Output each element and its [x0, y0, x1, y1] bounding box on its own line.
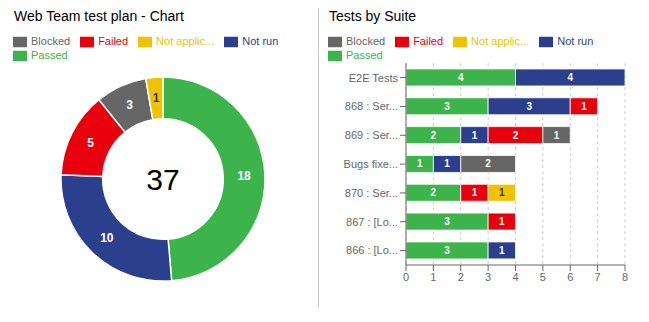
svg-text:1: 1 [430, 271, 436, 283]
svg-text:Bugs fixe...: Bugs fixe... [344, 158, 398, 170]
svg-text:1: 1 [417, 158, 423, 169]
svg-text:E2E Tests: E2E Tests [349, 72, 399, 84]
html-text:Blocked: Blocked [346, 35, 386, 47]
svg-text:1: 1 [554, 130, 560, 141]
svg-text:7: 7 [595, 271, 601, 283]
svg-text:4: 4 [567, 72, 573, 83]
svg-text:0: 0 [403, 271, 409, 283]
svg-text:8: 8 [622, 271, 628, 283]
svg-text:1: 1 [499, 187, 505, 198]
svg-text:1: 1 [153, 91, 160, 105]
svg-text:1: 1 [472, 187, 478, 198]
svg-text:1: 1 [444, 158, 450, 169]
svg-text:1: 1 [472, 130, 478, 141]
html-text:Failed: Failed [413, 35, 444, 47]
svg-text:37: 37 [146, 163, 179, 196]
svg-text:868 : Ser...: 868 : Ser... [345, 100, 398, 112]
svg-text:3: 3 [444, 245, 450, 256]
svg-text:2: 2 [458, 271, 464, 283]
svg-text:867 : [Lo...: 867 : [Lo... [346, 216, 398, 228]
svg-text:869 : Ser...: 869 : Ser... [345, 129, 398, 141]
svg-text:3: 3 [485, 271, 491, 283]
svg-text:2: 2 [513, 130, 519, 141]
svg-text:1: 1 [581, 101, 587, 112]
svg-text:3: 3 [444, 101, 450, 112]
html-text:Passed: Passed [31, 49, 68, 62]
html-text:Passed: Passed [346, 49, 383, 62]
svg-text:2: 2 [431, 130, 437, 141]
svg-text:1: 1 [499, 216, 505, 227]
svg-text:18: 18 [237, 169, 251, 183]
svg-text:10: 10 [100, 231, 114, 245]
svg-text:6: 6 [567, 271, 573, 283]
html-text:Blocked: Blocked [31, 35, 71, 47]
html-text:Not run: Not run [242, 35, 279, 47]
svg-text:870 : Ser...: 870 : Ser... [345, 187, 398, 199]
svg-text:4: 4 [458, 72, 464, 83]
html-text:Not applic...: Not applic... [471, 35, 530, 47]
svg-text:1: 1 [499, 245, 505, 256]
svg-text:866 : [Lo...: 866 : [Lo... [346, 244, 398, 256]
html-text:Not run: Not run [557, 35, 594, 47]
svg-text:2: 2 [485, 158, 491, 169]
html-text:Failed: Failed [98, 35, 129, 47]
svg-text:4: 4 [512, 271, 518, 283]
svg-text:5: 5 [540, 271, 546, 283]
html-text:Tests by Suite: Tests by Suite [329, 8, 417, 24]
html-text:Not applic...: Not applic... [156, 35, 215, 47]
svg-text:2: 2 [431, 187, 437, 198]
svg-text:3: 3 [526, 101, 532, 112]
html-text:Web Team test plan - Chart: Web Team test plan - Chart [14, 8, 184, 24]
svg-text:5: 5 [87, 136, 94, 150]
svg-text:3: 3 [126, 98, 133, 112]
svg-text:3: 3 [444, 216, 450, 227]
